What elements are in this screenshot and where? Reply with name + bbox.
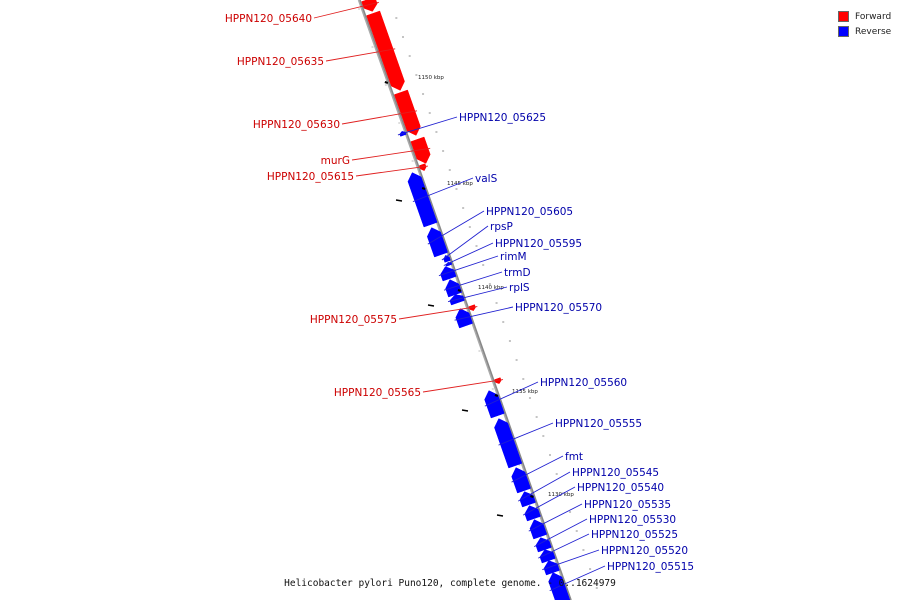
gene-feature-hppn120-05555[interactable] [494,418,523,469]
major-tick [530,495,534,498]
gene-label-hppn120-05605[interactable]: HPPN120_05605 [486,206,573,218]
scale-label: 1130 kbp [548,492,574,498]
gene-labels: HPPN120_05640 HPPN120_05635 HPPN120_05630m… [225,1,694,592]
label-connector [427,210,485,245]
legend-item-forward: Forward [838,9,891,24]
scale-label: 1145 kbp [447,181,473,187]
label-connector [538,533,590,559]
major-tick [384,81,389,84]
gene-label-hppn120-05635[interactable]: HPPN120_05635 [237,56,324,68]
gene-feature-hppn120-05560[interactable] [484,390,505,419]
label-connector [313,1,379,19]
gene-label-hppn120-05535[interactable]: HPPN120_05535 [584,499,671,511]
gene-feature-hppn120-05640[interactable] [361,0,378,12]
gene-feature-vals[interactable] [407,172,438,228]
gene-label-hppn120-05625[interactable]: HPPN120_05625 [459,112,546,124]
major-tick [427,304,435,307]
legend-swatch-forward [838,11,849,22]
label-connector [511,455,564,483]
label-connector [441,225,489,261]
gene-label-hppn120-05570[interactable]: HPPN120_05570 [515,302,602,314]
legend: Forward Reverse [838,9,891,39]
gene-label-hppn120-05545[interactable]: HPPN120_05545 [572,467,659,479]
gene-label-trmd[interactable]: trmD [504,267,531,279]
gene-label-rpsp[interactable]: rpsP [490,221,513,233]
label-connector [522,486,576,516]
gene-label-hppn120-05560[interactable]: HPPN120_05560 [540,377,627,389]
major-tick [395,199,403,202]
legend-swatch-reverse [838,26,849,37]
label-connector [534,518,588,548]
label-connector [447,286,508,303]
gene-label-murg[interactable]: murG [321,155,350,167]
gene-label-hppn120-05555[interactable]: HPPN120_05555 [555,418,642,430]
gene-label-rpls[interactable]: rplS [509,282,530,294]
gene-label-rimm[interactable]: rimM [500,251,527,263]
scale-label: 1150 kbp [418,75,444,81]
gene-label-hppn120-05630[interactable]: HPPN120_05630 [253,119,340,131]
label-connector [517,471,571,502]
legend-item-reverse: Reverse [838,24,891,39]
label-connector [443,242,494,266]
label-connector [443,271,503,291]
label-connector [422,379,504,393]
genome-caption: Helicobacter pylori Puno120, complete ge… [284,578,616,589]
label-connector [498,422,554,446]
label-connector [351,147,431,161]
gene-label-vals[interactable]: valS [475,173,498,185]
backbone-line [359,0,572,600]
major-tick [494,394,499,397]
genome-backbone [357,0,572,600]
label-connector [549,565,606,592]
label-connector [412,177,474,203]
gene-label-hppn120-05640[interactable]: HPPN120_05640 [225,13,312,25]
major-tick [421,187,426,190]
label-connector [398,306,478,320]
gene-label-hppn120-05515[interactable]: HPPN120_05515 [607,561,694,573]
major-tick [457,289,462,292]
gene-label-hppn120-05595[interactable]: HPPN120_05595 [495,238,582,250]
legend-label-reverse: Reverse [855,26,892,37]
scale-label: 1135 kbp [512,389,538,395]
gene-feature-rimm[interactable] [440,266,457,282]
scale-labels: 1150 kbp 1145 kbp 1140 kbp 1135 kbp 1130 kbp [384,75,574,517]
legend-label-forward: Forward [855,11,892,22]
gene-label-hppn120-05575[interactable]: HPPN120_05575 [310,314,397,326]
label-connector [397,116,458,136]
label-connector [355,165,428,177]
gene-feature-fmt[interactable] [511,467,531,494]
label-connector [438,255,499,277]
gene-label-hppn120-05525[interactable]: HPPN120_05525 [591,529,678,541]
gene-feature-hppn120-05540[interactable] [524,505,541,522]
gene-label-fmt[interactable]: fmt [565,451,583,463]
label-connector [454,306,514,321]
gene-label-hppn120-05565[interactable]: HPPN120_05565 [334,387,421,399]
gene-label-hppn120-05520[interactable]: HPPN120_05520 [601,545,688,557]
label-connector [528,503,583,532]
major-tick [461,409,469,412]
label-connector [325,48,396,62]
gene-label-hppn120-05540[interactable]: HPPN120_05540 [577,482,664,494]
gene-label-hppn120-05615[interactable]: HPPN120_05615 [267,171,354,183]
scale-label: 1140 kbp [478,285,504,291]
gene-label-hppn120-05530[interactable]: HPPN120_05530 [589,514,676,526]
label-connector [542,549,600,571]
gene-feature-hppn120-05605[interactable] [427,227,448,258]
major-tick [496,514,504,517]
label-connector [341,110,418,125]
label-connector [484,381,539,407]
